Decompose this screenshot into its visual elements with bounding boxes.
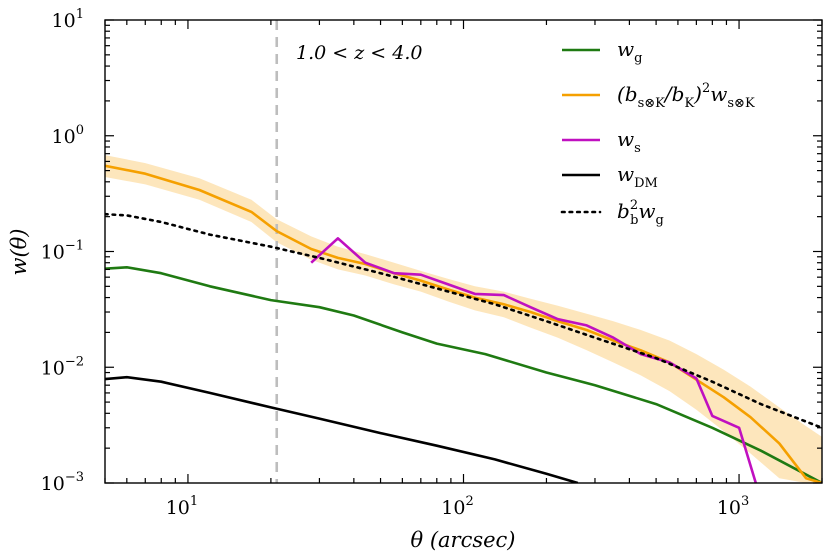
- y-tick-label: 100: [52, 123, 84, 148]
- legend-item-ws: ws: [562, 127, 641, 156]
- legend-item-wg: wg: [562, 37, 642, 66]
- series-line-ws: [310, 237, 758, 483]
- y-tick-label: 10−2: [41, 354, 84, 379]
- x-tick-label: 102: [441, 494, 473, 519]
- series-line-wsk: [105, 164, 822, 483]
- tick-layer: 101 102 103 101 100 10−1 10−2 10−3: [41, 7, 823, 519]
- x-tick-label: 103: [717, 494, 749, 519]
- legend-item-wsk: (bs⊗K/bK)2ws⊗K: [562, 81, 755, 111]
- series-line-wdm: [105, 375, 579, 483]
- legend-label: wg: [617, 37, 642, 66]
- legend-label: (bs⊗K/bK)2ws⊗K: [617, 81, 755, 111]
- legend-label: ws: [617, 127, 641, 156]
- legend-item-wdm: wDM: [562, 162, 658, 191]
- confidence-band: [105, 155, 822, 483]
- legend-label: wDM: [617, 162, 658, 191]
- redshift-annotation: 1.0 < z < 4.0: [296, 42, 422, 64]
- y-tick-label: 10−1: [41, 239, 84, 264]
- y-tick-label: 101: [52, 7, 84, 32]
- series-line-wg: [105, 265, 822, 483]
- x-axis-title: θ (arcsec): [411, 528, 516, 552]
- legend-item-bb2wg: b2 bwg: [560, 198, 664, 228]
- series-line-bb2wg: [105, 212, 822, 430]
- y-tick-label: 10−3: [41, 470, 84, 495]
- legend: wg (bs⊗K/bK)2ws⊗K ws wDM b2 bwg: [560, 37, 755, 228]
- y-axis-title: w(θ): [7, 228, 31, 275]
- legend-label: b2 bwg: [617, 198, 664, 228]
- series-layer: [105, 164, 822, 483]
- x-tick-label: 101: [166, 494, 198, 519]
- confidence-band-layer: [105, 155, 822, 483]
